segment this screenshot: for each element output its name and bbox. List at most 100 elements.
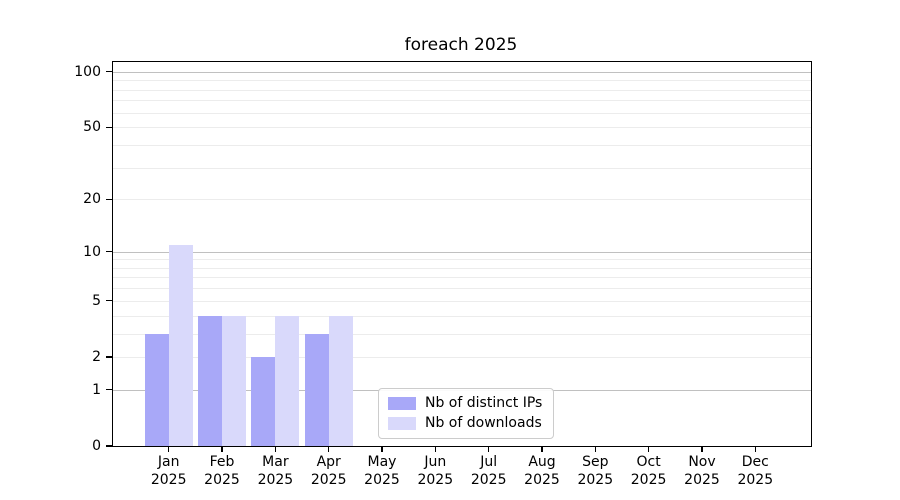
x-tick-mark: [594, 446, 596, 452]
x-tick-year: 2025: [364, 471, 400, 488]
y-tick-mark: [106, 445, 112, 447]
gridline-minor: [113, 288, 811, 290]
bar-downloads-apr: [328, 315, 353, 446]
y-tick-label: 20: [83, 191, 101, 208]
x-tick-year: 2025: [310, 471, 347, 488]
y-tick-mark: [106, 126, 112, 128]
x-tick-mark: [434, 446, 436, 452]
plot-area: Nb of distinct IPs Nb of downloads 0 1 2 5 1…: [74, 61, 812, 488]
y-tick-mark: [106, 389, 112, 391]
x-tick-label: Jun 2025: [400, 454, 470, 489]
x-tick-month: Apr: [316, 454, 341, 470]
bar-downloads-jan: [168, 244, 193, 446]
x-tick-year: 2025: [417, 471, 454, 488]
x-tick-month: May: [367, 454, 397, 470]
y-tick-label: 100: [74, 63, 101, 80]
y-tick-mark: [106, 198, 112, 200]
gridline-minor: [113, 127, 811, 129]
y-tick-label: 5: [92, 292, 101, 309]
x-tick-mark: [328, 446, 330, 452]
x-tick-year: 2025: [577, 471, 614, 488]
legend-item-distinct-ips: Nb of distinct IPs: [388, 395, 542, 411]
x-tick-year: 2025: [737, 471, 774, 488]
x-tick-label: Mar 2025: [240, 454, 310, 489]
legend: Nb of distinct IPs Nb of downloads: [378, 388, 555, 439]
bar-layer: [113, 62, 811, 446]
bar-distinct-ips-feb: [198, 315, 222, 446]
y-tick-mark: [106, 251, 112, 253]
x-tick-month: Sep: [582, 454, 609, 470]
bar-distinct-ips-mar: [251, 356, 276, 446]
gridline-minor: [113, 80, 811, 82]
legend-label-downloads: Nb of downloads: [425, 415, 542, 431]
x-tick-year: 2025: [204, 471, 240, 488]
x-tick-mark: [648, 446, 650, 452]
x-tick-year: 2025: [630, 471, 667, 488]
x-tick-label: Sep 2025: [560, 454, 630, 489]
bar-distinct-ips-apr: [304, 333, 329, 446]
legend-swatch-downloads: [388, 416, 416, 430]
x-tick-mark: [541, 446, 543, 452]
x-tick-label: Jan 2025: [134, 454, 204, 489]
x-tick-mark: [168, 446, 170, 452]
gridline-major: [113, 71, 811, 73]
gridline-minor: [113, 300, 811, 302]
x-tick-month: Dec: [741, 454, 769, 470]
x-tick-mark: [488, 446, 490, 452]
x-tick-month: Jun: [424, 454, 447, 470]
x-tick-month: Jan: [157, 454, 180, 470]
x-tick-year: 2025: [470, 471, 507, 488]
x-tick-month: Jul: [480, 454, 498, 470]
x-tick-label: Apr 2025: [294, 454, 364, 489]
gridline-minor: [113, 259, 811, 261]
x-tick-label: Dec 2025: [720, 454, 790, 489]
x-tick-label: Feb 2025: [187, 454, 257, 489]
chart-title: foreach 2025: [404, 35, 518, 55]
gridline-minor: [113, 89, 811, 91]
y-tick-label: 10: [83, 243, 101, 260]
x-tick-month: Oct: [636, 454, 661, 470]
y-tick-label: 50: [83, 119, 101, 136]
x-tick-month: Feb: [209, 454, 235, 470]
x-tick-month: Nov: [688, 454, 716, 470]
x-tick-label: Jul 2025: [454, 454, 524, 489]
x-tick-label: Oct 2025: [614, 454, 684, 489]
gridline-minor: [113, 267, 811, 269]
gridline-minor: [113, 144, 811, 146]
x-tick-year: 2025: [524, 471, 560, 488]
gridline-minor: [113, 199, 811, 201]
y-tick-label: 1: [92, 381, 101, 398]
x-tick-month: Mar: [262, 454, 289, 470]
x-tick-year: 2025: [684, 471, 720, 488]
legend-label-distinct-ips: Nb of distinct IPs: [425, 395, 543, 411]
x-tick-label: Nov 2025: [667, 454, 737, 489]
x-tick-mark: [754, 446, 756, 452]
gridline-minor: [113, 356, 811, 358]
x-tick-month: Aug: [528, 454, 556, 470]
gridline-major: [113, 251, 811, 253]
gridline-minor: [113, 277, 811, 279]
x-tick-mark: [274, 446, 277, 452]
gridline-minor: [113, 100, 811, 102]
y-tick-mark: [106, 300, 112, 302]
x-tick-mark: [701, 446, 703, 452]
x-tick-label: May 2025: [347, 454, 417, 489]
y-tick-label: 0: [92, 438, 101, 454]
legend-swatch-distinct-ips: [388, 396, 416, 410]
gridline-minor: [113, 315, 811, 317]
x-tick-label: Aug 2025: [507, 454, 577, 489]
bar-distinct-ips-jan: [144, 333, 169, 446]
bar-downloads-feb: [222, 315, 246, 446]
x-tick-mark: [381, 446, 383, 452]
gridline-minor: [113, 112, 811, 114]
y-tick-mark: [106, 356, 112, 358]
x-tick-mark: [221, 446, 223, 452]
bar-downloads-mar: [275, 315, 300, 446]
x-tick-year: 2025: [257, 471, 294, 488]
y-tick-mark: [106, 71, 112, 73]
gridline-minor: [113, 167, 811, 169]
x-tick-year: 2025: [150, 471, 187, 488]
y-tick-label: 2: [92, 348, 101, 365]
legend-item-downloads: Nb of downloads: [388, 415, 542, 431]
